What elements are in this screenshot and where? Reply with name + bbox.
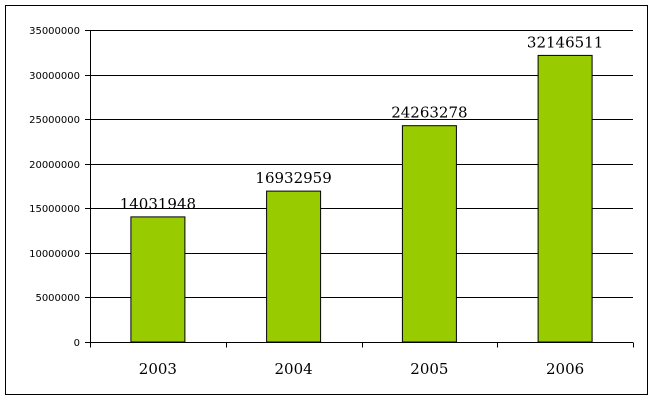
data-label-2004: 16932959 (255, 169, 331, 187)
data-label-2006: 32146511 (527, 33, 603, 51)
y-tick-label: 20000000 (29, 160, 80, 171)
y-tick-label: 10000000 (29, 249, 80, 260)
y-axis-ticks: 0 5000000 10000000 15000000 20000000 25000000… (29, 26, 90, 349)
bar-2005 (401, 125, 457, 343)
y-tick-label: 35000000 (29, 26, 80, 37)
bar-2004 (266, 190, 322, 343)
bars (130, 54, 593, 343)
data-labels: 14031948 16932959 24263278 32146511 (120, 33, 604, 213)
x-tick-label-2003: 2003 (139, 360, 177, 378)
y-tick-label: 25000000 (29, 115, 80, 126)
data-label-2003: 14031948 (120, 195, 196, 213)
y-tick-label: 0 (74, 338, 80, 349)
y-tick-label: 30000000 (29, 71, 80, 82)
x-tick-label-2006: 2006 (546, 360, 584, 378)
x-tick-label-2005: 2005 (410, 360, 448, 378)
x-tick-label-2004: 2004 (275, 360, 313, 378)
y-tick-label: 15000000 (29, 204, 80, 215)
x-axis-ticks: 2003 2004 2005 2006 (90, 342, 634, 378)
axes (90, 30, 633, 343)
bar-2003 (130, 216, 186, 343)
bar-2006 (537, 54, 593, 343)
y-tick-label: 5000000 (35, 293, 80, 304)
data-label-2005: 24263278 (391, 104, 467, 122)
